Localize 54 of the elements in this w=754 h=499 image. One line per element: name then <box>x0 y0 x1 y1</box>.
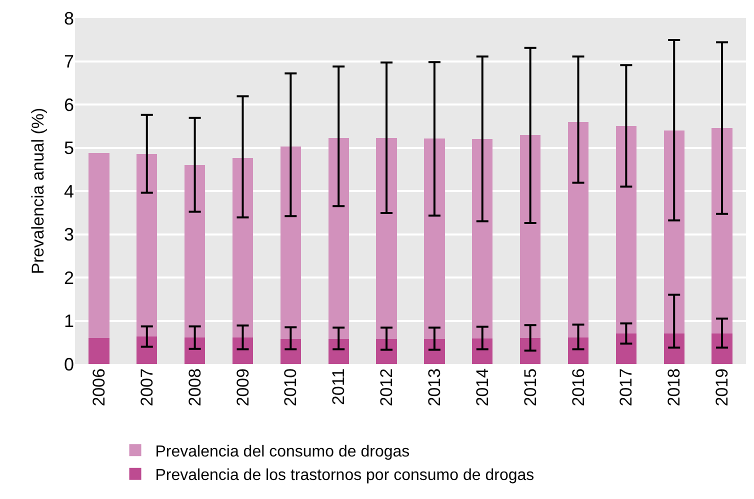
bar <box>472 139 493 338</box>
bar <box>424 338 445 364</box>
x-tick-label: 2019 <box>712 368 732 406</box>
bar <box>568 338 589 364</box>
x-tick-label: 2011 <box>329 368 348 405</box>
y-tick-label: 6 <box>64 94 74 115</box>
x-tick-label: 2010 <box>281 368 300 406</box>
y-tick-label: 7 <box>64 52 74 72</box>
y-tick-label: 4 <box>64 181 74 202</box>
x-tick-label: 2015 <box>520 368 540 406</box>
bar <box>280 338 301 364</box>
bar <box>712 128 732 334</box>
bar <box>376 138 397 339</box>
bar <box>424 138 445 339</box>
y-tick-label: 3 <box>64 224 74 245</box>
legend-label: Prevalencia del consumo de drogas <box>155 443 410 460</box>
bar <box>136 336 158 364</box>
bar <box>232 338 254 364</box>
x-tick-label: 2009 <box>233 368 252 406</box>
x-tick-label: 2006 <box>89 368 108 406</box>
bar <box>232 158 254 338</box>
x-tick-label: 2012 <box>377 368 396 406</box>
y-tick-label: 1 <box>64 311 74 332</box>
y-tick-label: 2 <box>64 268 74 288</box>
y-axis-title: Prevalencia anual (%) <box>28 108 48 274</box>
bar <box>664 130 684 334</box>
bar <box>280 146 301 339</box>
bar <box>472 338 493 364</box>
bar <box>136 154 158 336</box>
bar <box>664 334 684 364</box>
bar <box>88 338 110 364</box>
bar <box>184 165 206 338</box>
bar <box>328 338 349 364</box>
x-tick-label: 2007 <box>137 368 156 406</box>
x-tick-label: 2017 <box>616 368 636 406</box>
x-tick-label: 2013 <box>424 368 444 406</box>
bar <box>712 333 732 364</box>
bar <box>616 126 636 334</box>
bar <box>328 138 349 339</box>
bar <box>376 338 397 364</box>
y-tick-label: 8 <box>64 8 74 28</box>
x-tick-label: 2016 <box>568 368 588 406</box>
bar <box>88 152 110 338</box>
bar <box>520 135 541 338</box>
y-tick-label: 0 <box>64 354 74 374</box>
legend-label: Prevalencia de los trastornos por consumo de drogas <box>155 467 534 484</box>
x-tick-label: 2018 <box>664 368 684 406</box>
bar <box>568 122 589 338</box>
bar <box>520 338 541 364</box>
bar <box>616 334 636 364</box>
bar <box>184 338 206 364</box>
x-tick-label: 2008 <box>185 368 204 406</box>
y-tick-label: 5 <box>64 138 74 158</box>
x-tick-label: 2014 <box>472 368 492 406</box>
